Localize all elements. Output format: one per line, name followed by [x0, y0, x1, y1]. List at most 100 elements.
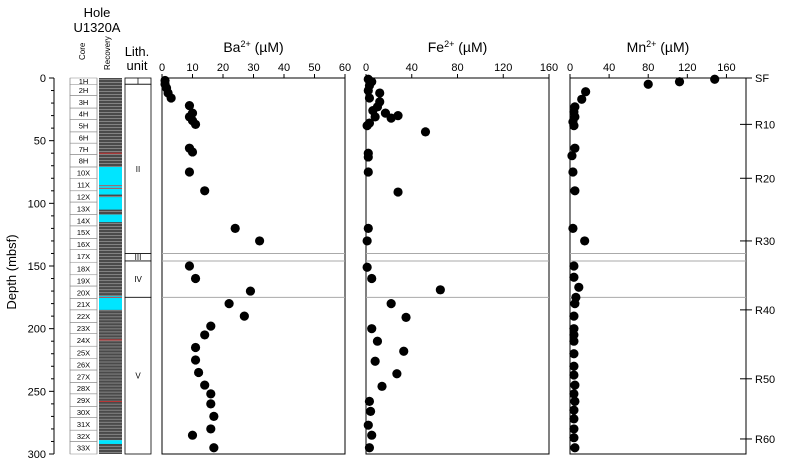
depth-tick-label: 200	[28, 324, 46, 336]
core-label: 5H	[79, 122, 89, 131]
core-label: 18X	[77, 265, 90, 274]
lith-unit-header-line2: unit	[127, 58, 148, 73]
core-label: 29X	[77, 396, 90, 405]
data-point	[372, 336, 383, 346]
hole-title-line1: Hole	[84, 5, 111, 20]
data-point	[393, 187, 403, 197]
data-point	[377, 381, 387, 391]
data-point	[190, 273, 201, 284]
data-point	[190, 119, 201, 129]
panel-title: Mn2+ (µM)	[627, 39, 690, 55]
recovery-column	[99, 78, 122, 454]
data-point	[206, 399, 216, 409]
data-point	[569, 349, 579, 359]
data-point	[399, 346, 409, 356]
data-point	[577, 94, 587, 104]
panel-title: Ba2+ (µM)	[223, 39, 283, 55]
data-point	[569, 424, 579, 434]
data-point	[365, 406, 376, 416]
core-interval	[69, 441, 98, 455]
core-label: 10X	[77, 169, 90, 178]
panel-title-charge: 2+	[444, 39, 454, 49]
data-point	[206, 424, 216, 434]
x-tick-label: 40	[603, 62, 615, 74]
core-column-header: Core	[78, 42, 87, 60]
x-tick-label: 0	[159, 62, 165, 74]
data-point	[239, 311, 249, 321]
data-point	[569, 370, 579, 380]
panel-ba: Ba2+ (µM) 0 10 20 30 40 50 60	[159, 39, 351, 455]
x-tick-label: 120	[494, 62, 512, 74]
lith-unit-box	[124, 83, 152, 254]
lith-unit-box	[124, 296, 152, 455]
data-point	[184, 100, 195, 111]
data-point	[570, 443, 580, 453]
data-point	[568, 167, 578, 177]
recovery-disturbed-interval	[99, 166, 122, 188]
data-point	[581, 87, 591, 97]
core-label: 25X	[77, 348, 90, 357]
data-point	[209, 443, 219, 453]
reflector-label: R60	[755, 434, 775, 446]
depth-tick-label: 250	[28, 386, 46, 398]
core-label: 30X	[77, 408, 90, 417]
depth-tick-label: 0	[40, 73, 46, 85]
panel-title-charge: 2+	[240, 39, 250, 49]
reflector-label: SF	[755, 73, 769, 85]
core-label: 1H	[79, 77, 89, 86]
data-point	[367, 430, 377, 440]
core-label: 12X	[77, 192, 90, 201]
data-point	[643, 79, 653, 89]
core-label: 7H	[79, 145, 89, 154]
data-point	[364, 396, 375, 406]
data-point	[362, 121, 372, 131]
panel-title-element: Ba	[223, 39, 240, 55]
data-point	[569, 433, 579, 443]
data-point	[569, 405, 579, 415]
core-label: 22X	[77, 312, 90, 321]
reflector-label: R30	[755, 236, 775, 248]
x-tick-label: 80	[642, 62, 654, 74]
core-label: 23X	[77, 324, 90, 333]
recovery-bar	[99, 78, 122, 454]
depth-tick-label: 150	[28, 261, 46, 273]
data-point	[386, 299, 396, 309]
data-point	[580, 236, 590, 246]
data-point	[364, 443, 375, 453]
core-label: 2H	[79, 86, 89, 95]
data-point	[570, 299, 580, 309]
data-point	[401, 312, 411, 322]
x-tick-label: 50	[308, 62, 320, 74]
lith-unit-label: V	[135, 372, 141, 381]
depth-tick-label: 300	[28, 449, 46, 461]
data-point	[570, 380, 580, 390]
core-label: 21X	[77, 300, 90, 309]
core-label: 27X	[77, 372, 90, 381]
data-point	[230, 223, 240, 233]
x-tick-label: 0	[363, 62, 369, 74]
core-label: 19X	[77, 276, 90, 285]
data-point	[567, 151, 577, 161]
data-point	[362, 236, 372, 246]
core-label: 13X	[77, 204, 90, 213]
depth-axis: 0 50 100 150 200 250 300	[28, 73, 55, 461]
data-point	[569, 336, 579, 346]
data-point	[190, 355, 201, 365]
reflector-label: R20	[755, 173, 775, 185]
core-label: 15X	[77, 228, 90, 237]
core-label: 31X	[77, 420, 90, 429]
data-point	[187, 430, 198, 440]
depth-tick-label: 50	[34, 136, 46, 148]
data-point	[569, 311, 579, 321]
panel-title-unit: (µM)	[251, 39, 284, 55]
core-label: 8H	[79, 157, 89, 166]
data-point	[435, 285, 445, 295]
reflector-label: R50	[755, 374, 775, 386]
data-point	[367, 273, 377, 284]
panel-title-element: Fe	[428, 39, 445, 55]
data-point	[194, 367, 204, 378]
core-label: 17X	[77, 252, 90, 261]
depth-tick-label: 100	[28, 198, 46, 210]
